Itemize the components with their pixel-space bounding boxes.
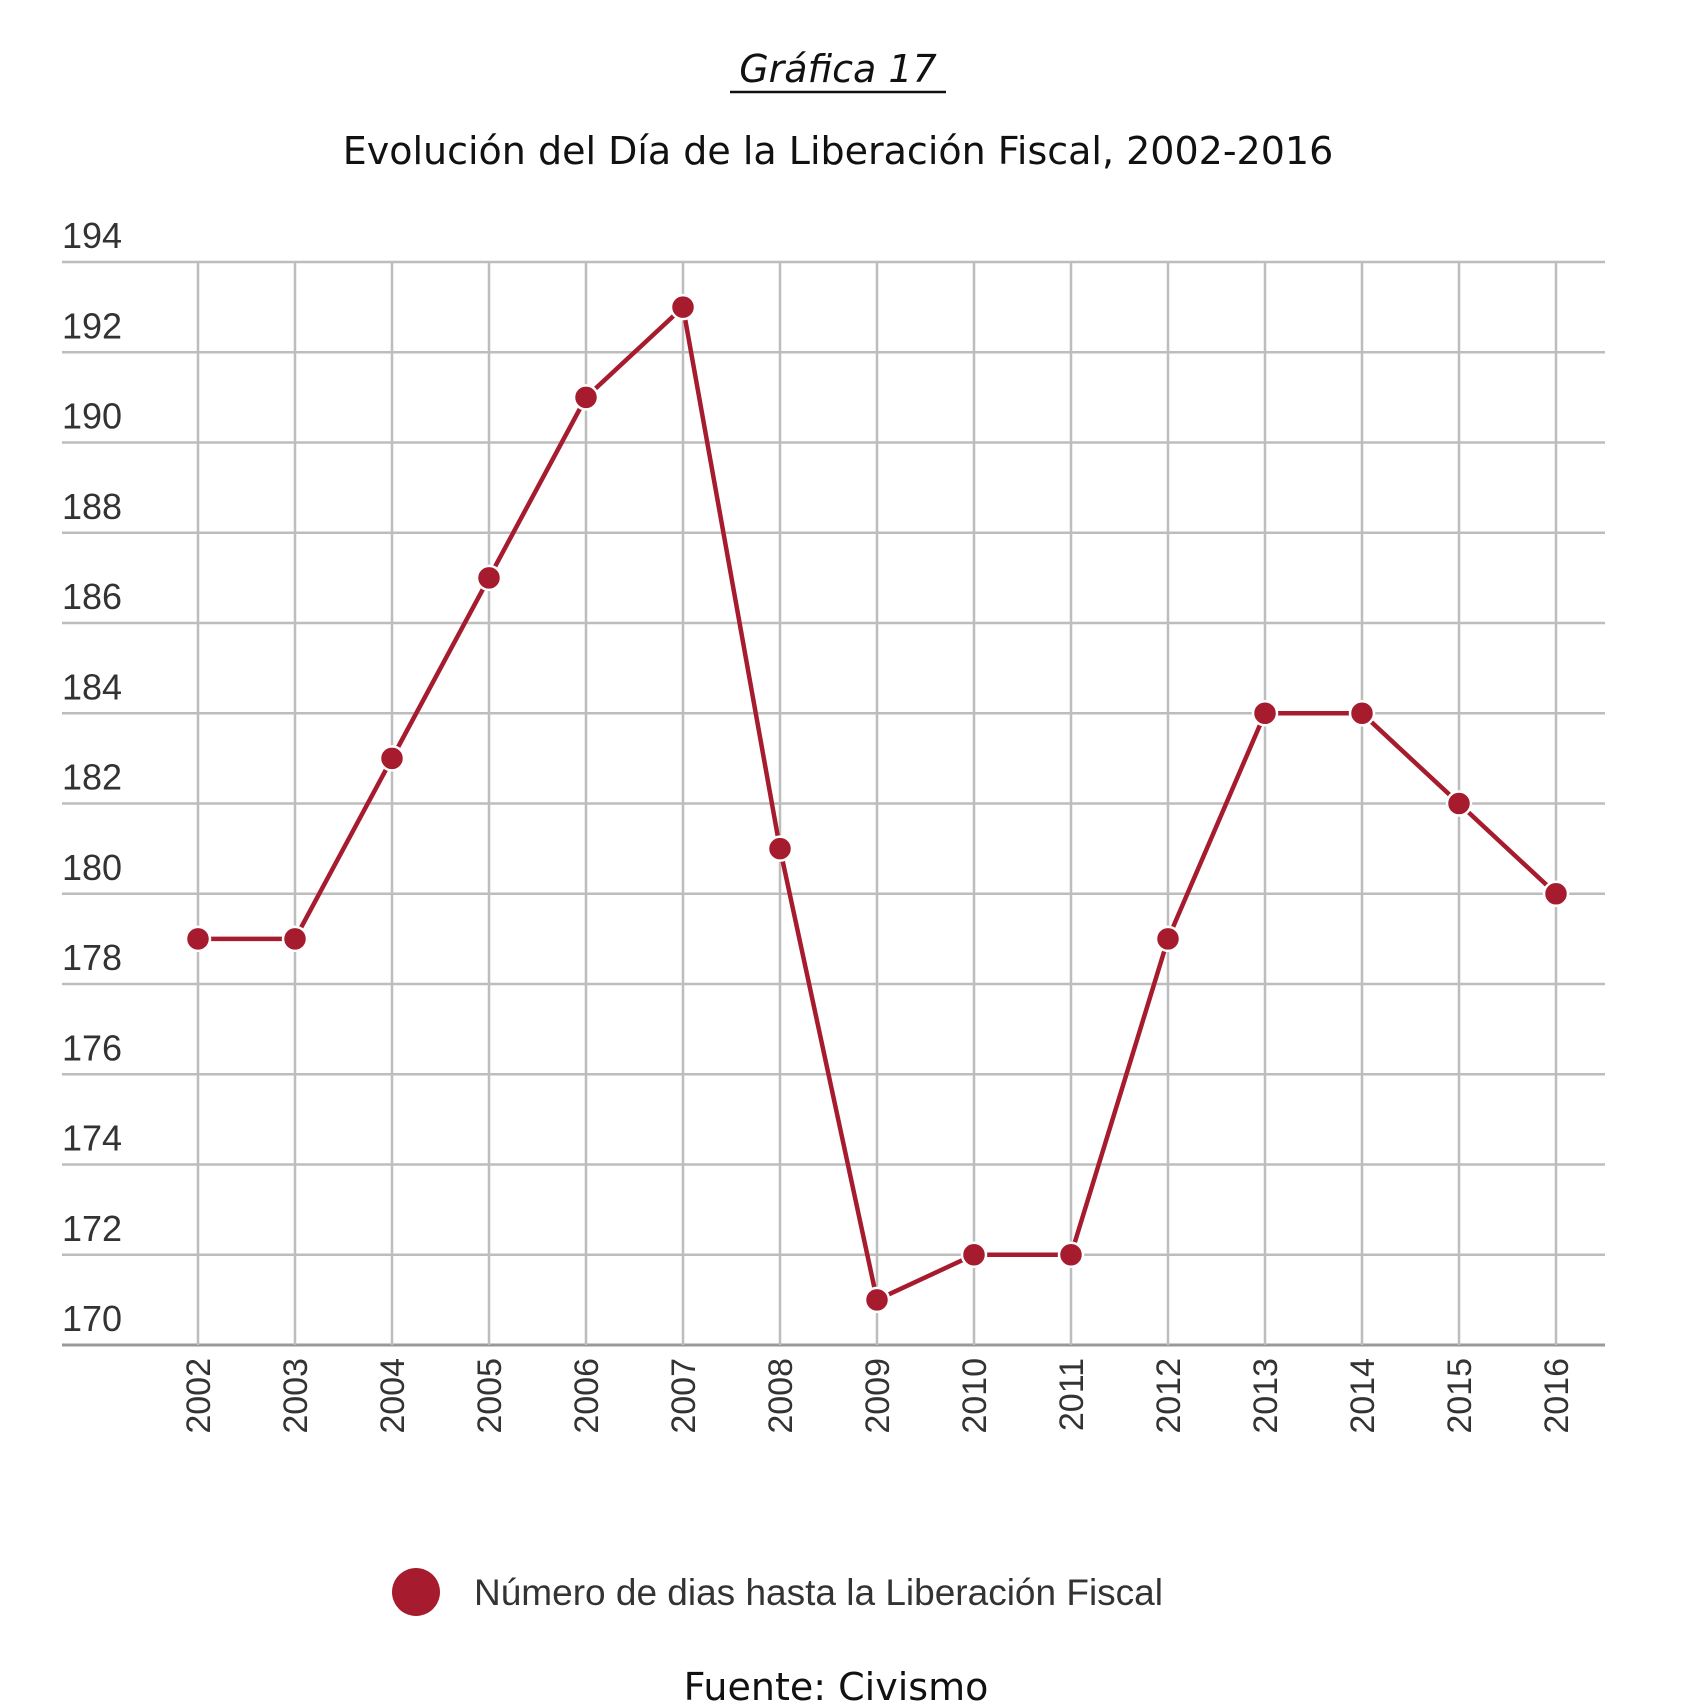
x-tick-label: 2012 [1150,1358,1188,1434]
data-point [863,1286,891,1314]
x-tick-label: 2005 [471,1358,509,1434]
y-tick-label: 186 [62,576,122,617]
x-tick-label: 2007 [665,1358,703,1434]
y-axis-ticks: 170 172 174 176 178 180 182 184 186 188 190 192 194 [62,215,122,1339]
data-point [475,564,503,592]
data-point [184,925,212,953]
y-tick-label: 194 [62,215,122,256]
x-tick-label: 2010 [956,1358,994,1434]
data-point [378,745,406,772]
chart-title: Evolución del Día de la Liberación Fisca… [343,129,1334,173]
y-tick-label: 188 [62,486,122,527]
y-tick-label: 176 [62,1027,122,1068]
data-point [1542,880,1570,907]
data-point [1348,700,1376,727]
figure-caption: Gráfica 17 [739,47,937,91]
data-point [281,925,309,953]
x-tick-label: 2009 [859,1358,897,1434]
x-tick-label: 2006 [568,1358,606,1434]
y-tick-label: 190 [62,396,122,437]
data-point [1154,925,1182,953]
x-axis-ticks: 2002 2003 2004 2005 2006 2007 2008 2009 2010 2011… [180,1358,1576,1434]
data-point [1057,1241,1085,1268]
data-point [1445,790,1473,817]
data-point [766,835,794,862]
x-tick-label: 2014 [1344,1358,1382,1434]
y-tick-label: 180 [62,847,122,888]
x-tick-label: 2002 [180,1358,218,1434]
y-tick-label: 172 [62,1208,122,1249]
x-tick-label: 2013 [1247,1358,1285,1434]
y-tick-label: 174 [62,1118,122,1159]
y-tick-label: 170 [62,1298,122,1339]
y-tick-label: 182 [62,757,122,798]
x-tick-label: 2008 [762,1358,800,1434]
x-tick-label: 2003 [277,1358,315,1434]
data-point [669,293,697,321]
legend-label: Número de dias hasta la Liberación Fisca… [474,1572,1163,1613]
data-point [572,384,600,411]
series-layer [184,293,1570,1314]
source-note: Fuente: Civismo [684,1665,989,1706]
y-tick-label: 192 [62,305,122,346]
x-tick-label: 2015 [1441,1358,1479,1434]
data-point [1251,700,1279,727]
x-tick-label: 2011 [1053,1358,1091,1431]
grid-lines [62,260,1605,1347]
data-point [960,1241,988,1268]
legend: Número de dias hasta la Liberación Fisca… [392,1568,1163,1616]
legend-marker [392,1568,440,1616]
y-tick-label: 184 [62,666,122,707]
y-tick-label: 178 [62,937,122,978]
x-tick-label: 2004 [374,1358,412,1434]
x-tick-label: 2016 [1538,1358,1576,1434]
